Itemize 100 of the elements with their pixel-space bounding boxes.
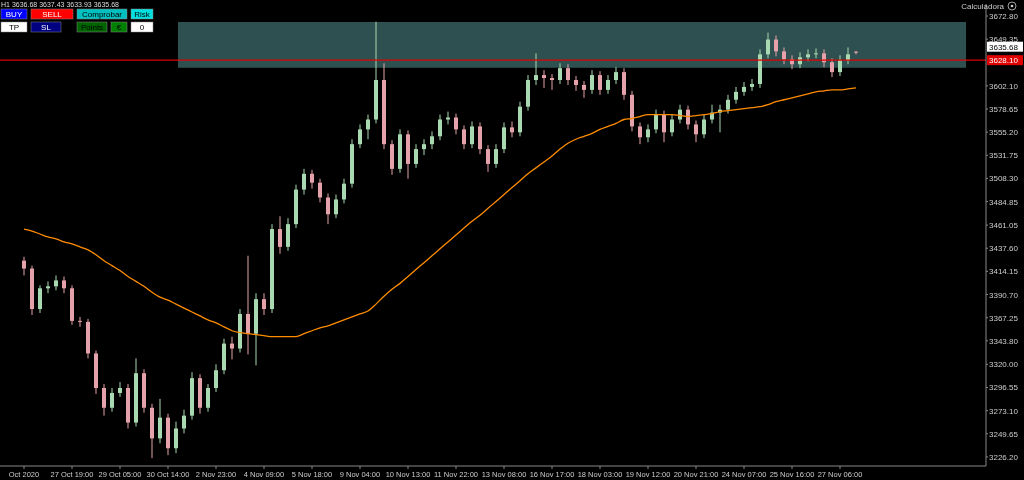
y-tick-label: 3555.20 <box>989 128 1019 138</box>
candlestick <box>734 86 738 105</box>
y-tick-label: 3578.65 <box>989 104 1019 114</box>
candlestick <box>566 63 570 86</box>
text: 3635.68 <box>989 42 1019 52</box>
y-tick-label: 3484.85 <box>989 197 1019 207</box>
candlestick <box>558 62 562 85</box>
candlestick <box>534 52 538 86</box>
y-tick-label: 3249.65 <box>989 429 1019 439</box>
candlestick <box>54 274 58 291</box>
y-tick-label: 3531.75 <box>989 151 1019 161</box>
line-series <box>23 87 857 338</box>
y-tick-label: 3226.20 <box>989 452 1019 462</box>
annotation: 0 <box>139 23 145 32</box>
candlestick <box>806 48 810 62</box>
candlestick <box>702 114 706 139</box>
annotation: Risk <box>134 10 151 19</box>
candlestick <box>422 138 426 156</box>
candlestick <box>206 383 210 413</box>
candlestick <box>622 67 626 101</box>
candlestick <box>486 144 490 173</box>
candlestick <box>62 275 66 294</box>
text: TP <box>8 23 20 32</box>
candlestick <box>542 69 546 89</box>
y-tick-label: 3320.00 <box>989 360 1019 370</box>
y-tick-label: 3437.60 <box>989 244 1019 254</box>
candlestick <box>654 109 658 134</box>
candlestick <box>606 74 610 95</box>
candlestick <box>358 123 362 149</box>
annotation: BUY <box>5 10 23 19</box>
candlestick <box>278 215 282 255</box>
annotation: SL <box>41 23 52 32</box>
annotation: € <box>116 23 122 32</box>
y-tick-label: 3343.80 <box>989 336 1019 346</box>
candlestick <box>614 66 618 85</box>
y-tick-label: 3296.55 <box>989 383 1019 393</box>
candlestick <box>742 81 746 97</box>
candlestick <box>830 57 834 78</box>
candlestick <box>494 143 498 169</box>
candlestick <box>454 113 458 135</box>
candlestick <box>814 47 818 59</box>
candlestick <box>318 178 322 203</box>
candlestick <box>46 280 50 294</box>
candlestick <box>214 363 218 393</box>
candlestick <box>438 114 442 141</box>
candlestick <box>262 292 266 316</box>
candlestick <box>334 194 338 219</box>
y-tick-label: 3508.30 <box>989 174 1019 184</box>
candlestick <box>158 398 162 444</box>
candlestick <box>846 46 850 65</box>
candlestick <box>246 255 250 355</box>
candlestick <box>766 32 770 59</box>
candlestick <box>174 421 178 454</box>
candlestick <box>574 75 578 92</box>
candlestick <box>470 120 474 149</box>
candlestick <box>366 114 370 140</box>
candlestick <box>694 119 698 143</box>
candlestick <box>230 336 234 360</box>
candlestick <box>774 35 778 57</box>
candlestick <box>598 70 602 96</box>
candlestick <box>646 123 650 143</box>
candlestick <box>502 121 506 154</box>
candlestick <box>838 54 842 77</box>
candlestick <box>342 178 346 204</box>
annotation: SELL <box>42 10 63 19</box>
candlestick <box>670 114 674 137</box>
candlestick <box>582 80 586 99</box>
candlestick <box>414 143 418 169</box>
y-tick-label: 3414.15 <box>989 267 1019 277</box>
ref-line-label: 3628.10 <box>989 56 1019 66</box>
candlestick <box>118 381 122 398</box>
candlestick <box>550 73 554 91</box>
candlestick <box>102 383 106 417</box>
y-tick-label: 3649.35 <box>989 35 1019 45</box>
candlestick <box>662 110 666 143</box>
y-tick-label: 3461.05 <box>989 221 1019 231</box>
candlestick <box>22 256 26 276</box>
text: Calculadora <box>961 2 1005 11</box>
candlestick <box>326 193 330 225</box>
candlestick <box>726 94 730 115</box>
y-tick-label: 3273.10 <box>989 406 1019 416</box>
candlestick <box>638 121 642 145</box>
y-tick-label: 3672.80 <box>989 12 1019 22</box>
annotation: Comprobar <box>81 10 123 19</box>
candlestick <box>110 387 114 413</box>
y-tick-label: 3367.25 <box>989 313 1019 323</box>
candlestick <box>78 316 82 328</box>
candlestick <box>782 46 786 65</box>
candlestick <box>286 217 290 252</box>
candlestick <box>478 121 482 155</box>
candlestick <box>430 130 434 150</box>
candlestick <box>510 120 514 138</box>
candlestick <box>182 409 186 434</box>
candlestick <box>590 69 594 95</box>
candlestick <box>750 78 754 92</box>
candlestick <box>38 284 42 314</box>
y-tick-label: 3602.10 <box>989 81 1019 91</box>
candlestick <box>462 124 466 150</box>
candlestick <box>302 168 306 196</box>
y-tick-label: 3390.70 <box>989 290 1019 300</box>
